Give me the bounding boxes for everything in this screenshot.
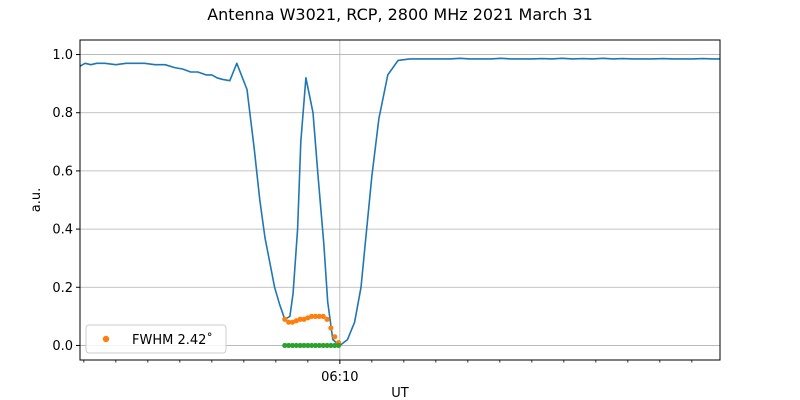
y-axis-label: a.u.	[29, 188, 44, 212]
legend: FWHM 2.42˚	[85, 324, 227, 354]
orange-points	[282, 313, 342, 346]
x-tick-label: 06:10	[321, 370, 358, 385]
green-points	[282, 342, 342, 349]
beam-profile-line	[79, 57, 720, 347]
data-point	[301, 342, 307, 349]
data-point	[297, 342, 303, 349]
data-point	[320, 342, 326, 349]
data-point	[309, 313, 315, 319]
legend-label: FWHM 2.42˚	[132, 332, 213, 348]
data-point	[312, 313, 319, 319]
data-point	[309, 342, 315, 349]
y-tick-label: 0.6	[52, 164, 73, 179]
data-point	[320, 313, 326, 319]
y-tick-label: 0.4	[52, 223, 73, 238]
legend-marker	[102, 335, 110, 343]
data-point	[282, 342, 288, 349]
data-point	[297, 316, 303, 322]
y-axis: 0.0 0.2 0.4 0.6 0.8 1.0	[52, 48, 80, 354]
y-tick-label: 0.0	[52, 339, 73, 354]
plot-area	[79, 39, 721, 361]
data-point	[324, 316, 330, 322]
x-axis: 06:10	[83, 360, 693, 385]
data-point	[286, 342, 292, 349]
data-point	[312, 342, 319, 349]
data-point	[316, 342, 322, 349]
series-layer	[79, 57, 720, 349]
legend-box	[85, 324, 227, 354]
data-point	[316, 313, 322, 319]
axes-frame	[79, 39, 721, 361]
y-tick-label: 1.0	[52, 48, 73, 63]
data-point	[286, 319, 292, 325]
y-tick-label: 0.2	[52, 281, 73, 296]
data-point	[305, 342, 311, 349]
data-point	[332, 342, 338, 349]
data-point	[335, 342, 342, 349]
data-point	[293, 342, 299, 349]
y-tick-label: 0.8	[52, 106, 73, 121]
data-point	[328, 342, 334, 349]
data-point	[328, 325, 334, 331]
x-axis-label: UT	[391, 386, 409, 400]
data-point	[324, 342, 330, 349]
data-point	[282, 316, 288, 322]
data-point	[289, 342, 296, 349]
chart-title: Antenna W3021, RCP, 2800 MHz 2021 March …	[207, 5, 593, 24]
data-point	[332, 334, 338, 340]
